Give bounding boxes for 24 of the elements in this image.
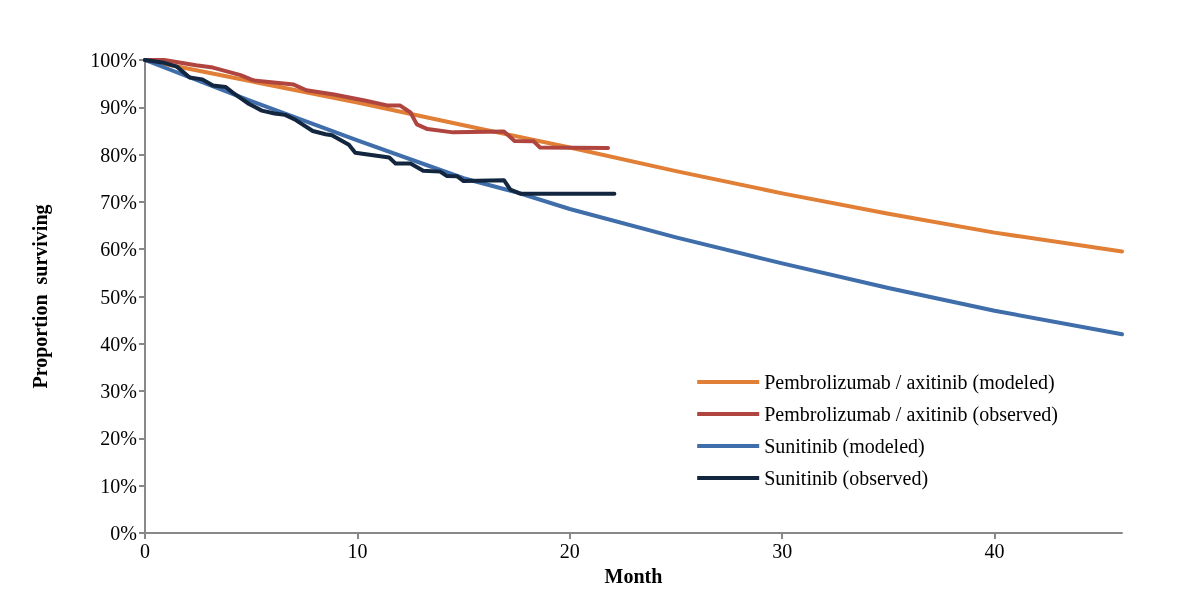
y-axis-title: Proportion surviving <box>29 204 52 389</box>
y-tick-label: 60% <box>100 238 137 261</box>
x-axis-title: Month <box>604 564 663 587</box>
y-tick-label: 40% <box>100 332 137 355</box>
y-tick-label: 100% <box>90 49 137 71</box>
y-tick-label: 30% <box>100 380 137 403</box>
legend-label: Sunitinib (observed) <box>764 467 929 490</box>
y-tick-label: 0% <box>110 522 137 544</box>
legend-label: Pembrolizumab / axitinib (observed) <box>764 403 1059 426</box>
y-tick-label: 90% <box>100 96 137 119</box>
legend-label: Pembrolizumab / axitinib (modeled) <box>764 371 1055 394</box>
y-tick-label: 70% <box>100 190 137 213</box>
y-tick-label: 10% <box>100 474 137 497</box>
x-tick-label: 0 <box>140 540 150 562</box>
line-series <box>143 58 611 150</box>
line-series <box>143 58 617 196</box>
x-tick-label: 10 <box>347 540 368 562</box>
y-tick-label: 80% <box>100 143 137 166</box>
y-tick-label: 50% <box>100 285 137 308</box>
legend-label: Sunitinib (modeled) <box>764 435 925 458</box>
x-tick-label: 30 <box>772 540 793 562</box>
x-tick-label: 20 <box>559 540 580 562</box>
x-tick-label: 40 <box>984 540 1005 562</box>
y-tick-label: 20% <box>100 427 137 450</box>
